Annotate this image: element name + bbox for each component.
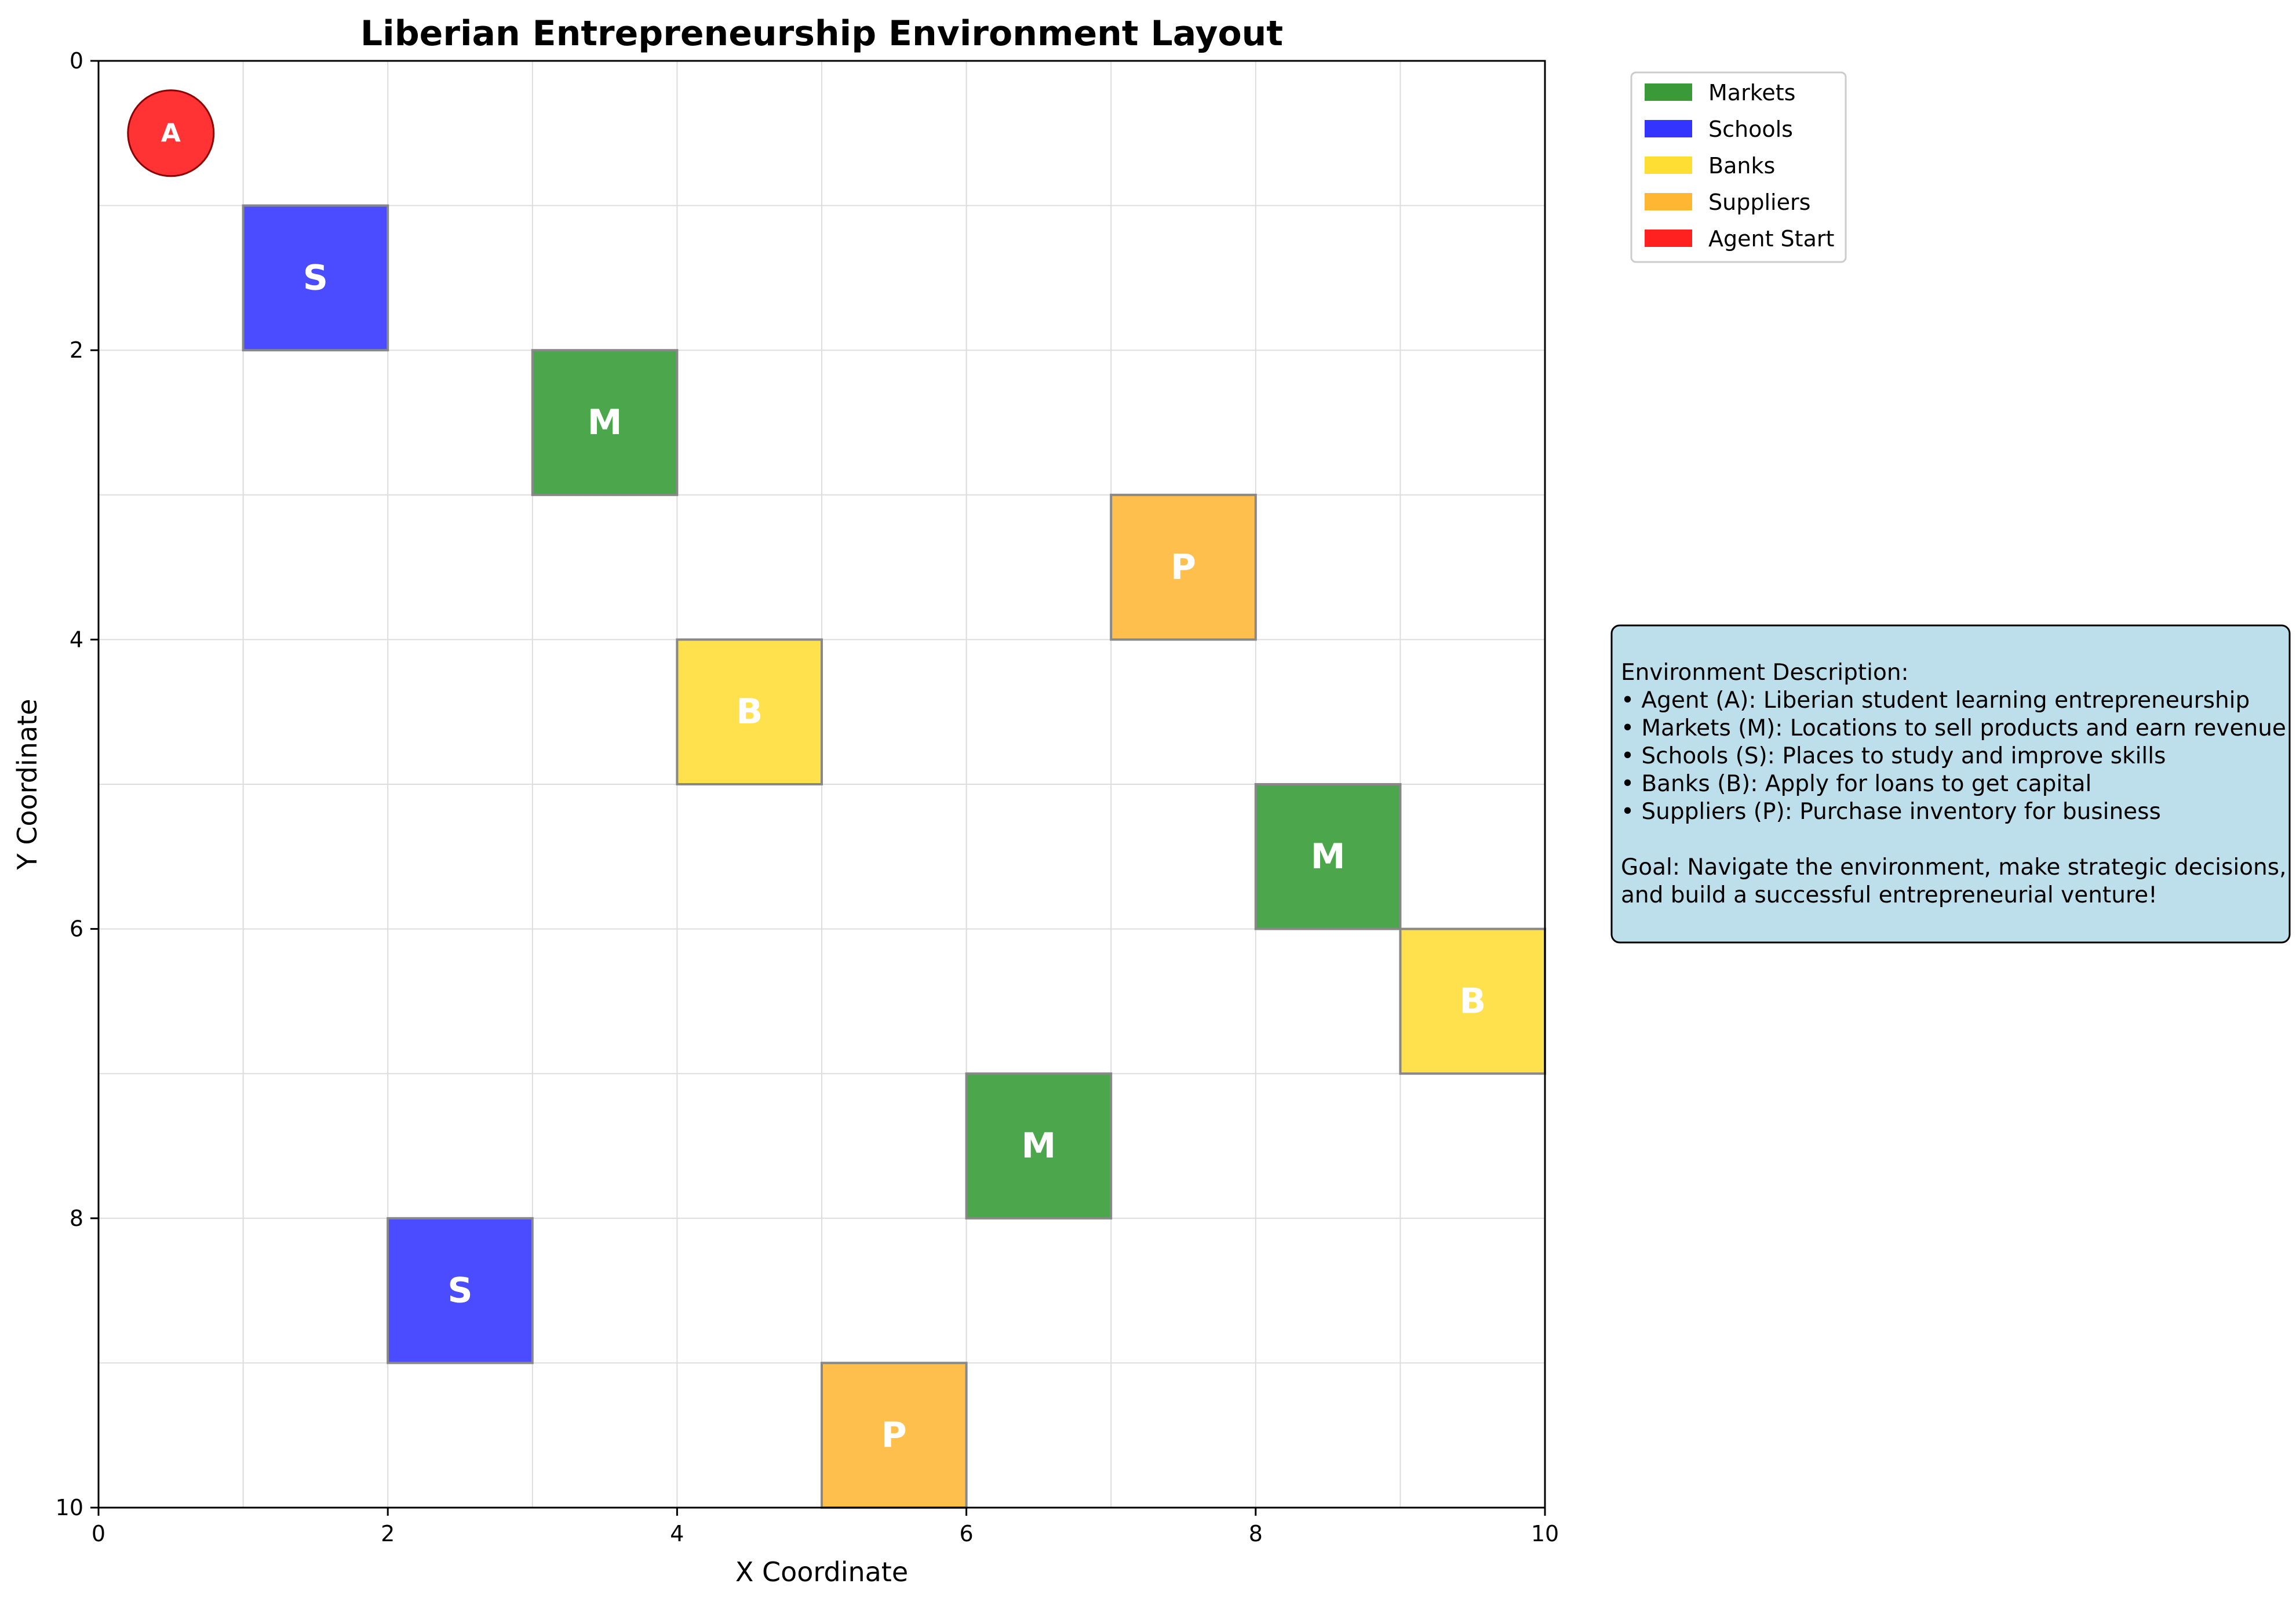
environment-description: Environment Description:• Agent (A): Lib…: [1610, 624, 2291, 944]
description-line: • Schools (S): Places to study and impro…: [1621, 743, 2166, 769]
cell-square: [1399, 927, 1546, 1075]
y-tick-label: 8: [70, 1206, 83, 1231]
y-tick-label: 4: [70, 627, 83, 652]
cell-schools-7: S: [387, 1217, 534, 1364]
legend-swatch: [1645, 157, 1692, 174]
cell-square: [387, 1217, 534, 1364]
legend-entry-markets: Markets: [1645, 80, 1795, 105]
cell-square: [821, 1362, 968, 1509]
cell-suppliers-2: P: [1110, 493, 1257, 641]
cell-square: [1110, 493, 1257, 641]
x-tick-label: 0: [92, 1521, 105, 1546]
chart-title: Liberian Entrepreneurship Environment La…: [360, 13, 1283, 54]
description-line: • Suppliers (P): Purchase inventory for …: [1621, 799, 2161, 825]
cell-square: [242, 204, 389, 352]
cell-markets-1: M: [531, 349, 679, 496]
cell-banks-3: B: [676, 638, 823, 786]
cell-markets-6: M: [965, 1072, 1113, 1220]
legend-label: Banks: [1708, 153, 1775, 179]
description-line: • Banks (B): Apply for loans to get capi…: [1621, 771, 2091, 797]
legend-swatch: [1645, 83, 1692, 101]
legend-frame: [1630, 71, 1847, 263]
description-line: • Markets (M): Locations to sell product…: [1621, 715, 2286, 741]
legend-label: Suppliers: [1708, 190, 1810, 215]
agent-marker-group: A: [127, 89, 215, 177]
cell-schools-0: S: [242, 204, 389, 352]
cell-letter: S: [447, 1271, 472, 1311]
cell-square: [676, 638, 823, 786]
legend-entry-schools: Schools: [1645, 117, 1793, 142]
legend-label: Markets: [1708, 80, 1795, 105]
legend: Markets Schools Banks Suppliers Agent Start: [1630, 71, 1847, 263]
cell-letter: M: [1311, 836, 1346, 877]
description-line: Goal: Navigate the environment, make str…: [1621, 854, 2286, 880]
x-tick-label: 8: [1249, 1521, 1263, 1546]
description-line: and build a successful entrepreneurial v…: [1621, 882, 2157, 908]
agent-letter: A: [161, 118, 181, 148]
cell-letter: M: [1022, 1126, 1056, 1166]
cell-square: [1254, 783, 1402, 930]
axis-ticks: 0 2 4 6 8 10 0 2 4 6 8 10: [56, 48, 1559, 1546]
description-line: Environment Description:: [1621, 660, 1909, 686]
x-tick-label: 4: [670, 1521, 684, 1546]
y-tick-label: 10: [56, 1495, 83, 1520]
cell-letter: P: [881, 1415, 907, 1455]
cell-letter: B: [1459, 981, 1486, 1021]
location-cells: S M P B M B M S P: [242, 204, 1546, 1509]
legend-swatch: [1645, 230, 1692, 247]
y-tick-label: 2: [70, 337, 83, 363]
y-tick-label: 6: [70, 916, 83, 942]
description-line: • Agent (A): Liberian student learning e…: [1621, 687, 2250, 714]
plot-frame: [97, 60, 1546, 1509]
agent-start-marker: [127, 89, 215, 177]
cell-letter: S: [303, 257, 328, 298]
legend-label: Agent Start: [1708, 226, 1834, 252]
cell-square: [531, 349, 679, 496]
y-axis-label: Y Coordinate: [12, 699, 43, 871]
cell-letter: B: [736, 692, 763, 732]
legend-entry-banks: Banks: [1645, 153, 1775, 179]
legend-label: Schools: [1708, 117, 1793, 142]
legend-swatch: [1645, 120, 1692, 137]
description-box: [1610, 624, 2291, 944]
legend-entry-agent-start: Agent Start: [1645, 226, 1834, 252]
legend-swatch: [1645, 193, 1692, 210]
x-tick-label: 2: [381, 1521, 395, 1546]
x-tick-label: 6: [960, 1521, 974, 1546]
legend-entry-suppliers: Suppliers: [1645, 190, 1810, 215]
cell-letter: M: [588, 402, 622, 443]
x-tick-label: 10: [1531, 1521, 1559, 1546]
cell-banks-5: B: [1399, 927, 1546, 1075]
x-axis-label: X Coordinate: [735, 1556, 908, 1588]
cell-suppliers-8: P: [821, 1362, 968, 1509]
y-tick-label: 0: [70, 48, 83, 74]
cell-markets-4: M: [1254, 783, 1402, 930]
cell-letter: P: [1171, 547, 1196, 588]
cell-square: [965, 1072, 1113, 1220]
